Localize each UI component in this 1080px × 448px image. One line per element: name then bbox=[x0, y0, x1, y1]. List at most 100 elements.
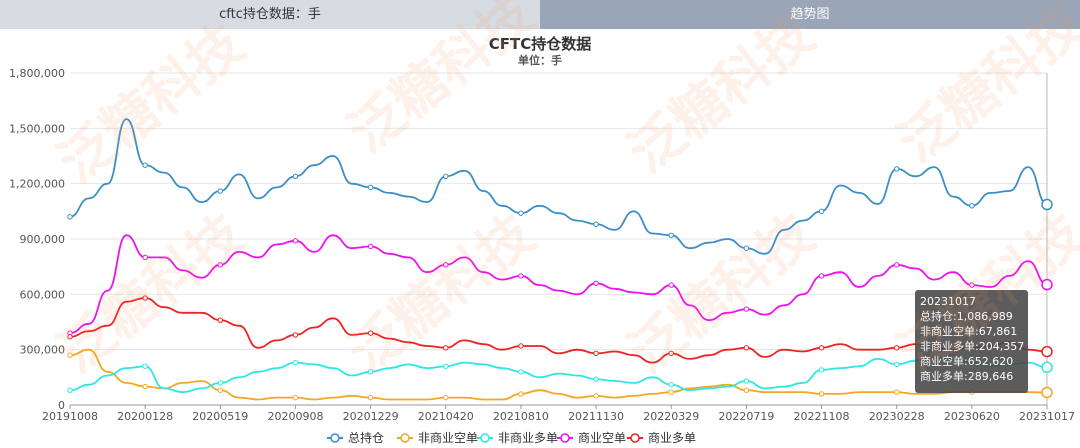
series-point bbox=[668, 282, 674, 288]
series-point bbox=[593, 393, 599, 399]
series-point bbox=[593, 280, 599, 286]
x-tick-label: 20210420 bbox=[418, 410, 474, 423]
series-end-point bbox=[1041, 278, 1053, 291]
x-tick-label: 20200519 bbox=[192, 410, 248, 423]
legend-swatch-marker bbox=[560, 433, 570, 443]
y-tick-label: 1,500,000 bbox=[9, 122, 65, 135]
chart-title: CFTC持仓数据 bbox=[489, 35, 592, 53]
legend-swatch-marker bbox=[630, 433, 640, 443]
series-point bbox=[67, 214, 73, 220]
series-end-point bbox=[1041, 386, 1053, 399]
series-line-3 bbox=[69, 234, 1048, 334]
series-point bbox=[217, 380, 224, 386]
y-tick-label: 600,000 bbox=[20, 288, 66, 301]
x-tick-label: 20210810 bbox=[493, 410, 549, 423]
legend-swatch-marker bbox=[330, 433, 340, 443]
tab-trend-chart[interactable]: 趋势图 bbox=[540, 0, 1080, 29]
series-point bbox=[443, 173, 449, 179]
series-point bbox=[743, 387, 750, 393]
series-point bbox=[668, 350, 674, 357]
series-point bbox=[818, 208, 825, 215]
x-tick-label: 20211130 bbox=[568, 410, 624, 423]
legend-label: 商业多单 bbox=[648, 430, 696, 445]
series-point bbox=[142, 162, 148, 168]
series-end-point bbox=[1041, 198, 1053, 211]
series-point bbox=[818, 367, 825, 373]
legend-label: 非商业多单 bbox=[498, 430, 558, 445]
series-point bbox=[292, 359, 299, 366]
x-tick-label: 20230620 bbox=[944, 410, 1000, 423]
legend-swatch-marker bbox=[400, 433, 410, 443]
series-point bbox=[292, 173, 299, 179]
series-point bbox=[518, 273, 524, 279]
series-point bbox=[893, 361, 900, 368]
series-point bbox=[743, 245, 750, 251]
tooltip-line-noncomm-short: 非商业空单:67,861 bbox=[920, 325, 1018, 338]
y-tick-label: 300,000 bbox=[20, 344, 66, 357]
x-tick-label: 20221108 bbox=[794, 410, 850, 423]
y-tick-label: 1,800,000 bbox=[9, 67, 65, 80]
tooltip-date: 20231017 bbox=[920, 295, 976, 308]
series-point bbox=[443, 363, 449, 369]
series-end-point bbox=[1041, 361, 1053, 374]
series-point bbox=[969, 282, 975, 288]
x-tick-label: 20220329 bbox=[643, 410, 699, 423]
series-point bbox=[292, 394, 299, 401]
tab-cftc-data[interactable]: cftc持仓数据：手 bbox=[0, 0, 540, 29]
series-point bbox=[593, 350, 599, 357]
series-line-1 bbox=[69, 348, 1048, 401]
tooltip-line-noncomm-long: 非商业多单:204,357 bbox=[920, 340, 1025, 353]
x-tick-label: 20191008 bbox=[42, 410, 98, 423]
series-line-0 bbox=[69, 118, 1048, 255]
tooltip-line-comm-short: 商业空单:652,620 bbox=[920, 355, 1014, 368]
series-point bbox=[217, 387, 224, 393]
series-line-2 bbox=[69, 356, 1048, 394]
series-point bbox=[893, 389, 900, 395]
x-tick-label: 20201229 bbox=[343, 410, 399, 423]
series-point bbox=[217, 262, 224, 268]
tooltip-line-total: 总持仓:1,086,989 bbox=[920, 310, 1013, 323]
y-tick-label: 900,000 bbox=[20, 233, 66, 246]
series-point bbox=[367, 394, 374, 401]
series-point bbox=[743, 345, 750, 351]
chart-subtitle: 单位：手 bbox=[518, 53, 562, 67]
series-point bbox=[367, 243, 374, 250]
series-point bbox=[818, 345, 825, 351]
series-point bbox=[818, 391, 825, 397]
x-tick-label: 20231017 bbox=[1019, 410, 1075, 423]
x-tick-label: 20230228 bbox=[869, 410, 925, 423]
x-tick-label: 20220719 bbox=[718, 410, 774, 423]
series-point bbox=[518, 210, 524, 216]
series-point bbox=[67, 352, 73, 358]
series-point bbox=[518, 391, 524, 397]
series-point bbox=[367, 330, 374, 336]
legend-label: 商业空单 bbox=[578, 430, 626, 445]
series-point bbox=[668, 389, 674, 395]
series-point bbox=[292, 332, 299, 338]
series-line-4 bbox=[69, 297, 1048, 364]
series-point bbox=[67, 387, 73, 393]
series-point bbox=[367, 369, 374, 375]
series-point bbox=[217, 317, 224, 323]
series-point bbox=[668, 232, 674, 239]
legend-label: 总持仓 bbox=[348, 430, 384, 445]
series-point bbox=[893, 166, 900, 172]
series-point bbox=[593, 376, 599, 382]
series-point bbox=[142, 383, 148, 390]
series-point bbox=[893, 345, 900, 351]
series-point bbox=[367, 184, 374, 191]
series-point bbox=[217, 188, 224, 194]
tooltip-line-comm-long: 商业多单:289,646 bbox=[920, 370, 1014, 383]
series-point bbox=[969, 203, 975, 209]
series-point bbox=[292, 238, 299, 244]
series-point bbox=[518, 343, 524, 349]
legend-swatch-marker bbox=[480, 433, 490, 443]
x-tick-label: 20200128 bbox=[117, 410, 173, 423]
series-point bbox=[743, 378, 750, 384]
series-point bbox=[893, 262, 900, 268]
series-point bbox=[142, 363, 148, 369]
series-point bbox=[818, 273, 825, 279]
series-point bbox=[67, 334, 73, 340]
series-point bbox=[443, 345, 449, 351]
